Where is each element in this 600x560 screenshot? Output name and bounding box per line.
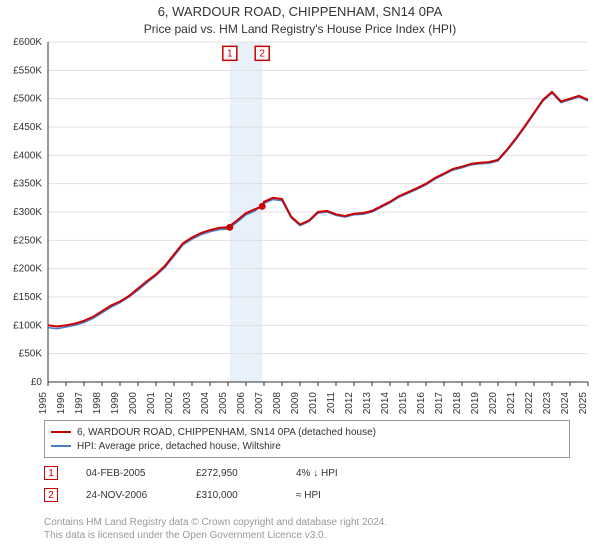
- x-tick-label: 2012: [344, 392, 355, 415]
- marker-badge-icon: 2: [44, 488, 58, 502]
- x-tick-label: 2003: [182, 392, 193, 415]
- marker-row: 2 24-NOV-2006 £310,000 ≈ HPI: [44, 484, 570, 506]
- x-tick-label: 2006: [236, 392, 247, 415]
- x-tick-label: 2009: [290, 392, 301, 415]
- footnote-line: Contains HM Land Registry data © Crown c…: [44, 516, 570, 529]
- x-tick-label: 2005: [218, 392, 229, 415]
- y-tick-label: £0: [31, 377, 43, 388]
- y-tick-label: £150K: [13, 292, 42, 303]
- x-tick-label: 2025: [578, 392, 589, 415]
- x-tick-label: 1996: [56, 392, 67, 415]
- series-line: [48, 93, 588, 329]
- y-tick-label: £250K: [13, 235, 42, 246]
- footnote: Contains HM Land Registry data © Crown c…: [44, 516, 570, 542]
- marker-dot-icon: [226, 224, 233, 231]
- x-tick-label: 2017: [434, 392, 445, 415]
- x-tick-label: 2021: [506, 392, 517, 415]
- marker-table: 1 04-FEB-2005 £272,950 4% ↓ HPI 2 24-NOV…: [44, 462, 570, 506]
- marker-row: 1 04-FEB-2005 £272,950 4% ↓ HPI: [44, 462, 570, 484]
- legend-label: 6, WARDOUR ROAD, CHIPPENHAM, SN14 0PA (d…: [77, 425, 376, 440]
- y-tick-label: £450K: [13, 122, 42, 133]
- legend-item: HPI: Average price, detached house, Wilt…: [51, 439, 563, 453]
- x-tick-label: 2018: [452, 392, 463, 415]
- legend-label: HPI: Average price, detached house, Wilt…: [77, 439, 281, 454]
- x-tick-label: 2015: [398, 392, 409, 415]
- x-tick-label: 2007: [254, 392, 265, 415]
- x-tick-label: 2023: [542, 392, 553, 415]
- marker-dot-icon: [259, 203, 266, 210]
- legend: 6, WARDOUR ROAD, CHIPPENHAM, SN14 0PA (d…: [44, 420, 570, 458]
- legend-swatch: [51, 431, 71, 433]
- x-tick-label: 1997: [74, 392, 85, 415]
- y-tick-label: £350K: [13, 179, 42, 190]
- x-tick-label: 1999: [110, 392, 121, 415]
- y-tick-label: £100K: [13, 320, 42, 331]
- x-tick-label: 2016: [416, 392, 427, 415]
- x-tick-label: 2024: [560, 392, 571, 415]
- marker-delta: ≈ HPI: [296, 490, 386, 501]
- x-tick-label: 2014: [380, 392, 391, 415]
- x-tick-label: 1998: [92, 392, 103, 415]
- footnote-line: This data is licensed under the Open Gov…: [44, 529, 570, 542]
- y-tick-label: £600K: [13, 37, 42, 48]
- x-tick-label: 2000: [128, 392, 139, 415]
- chart-subtitle: Price paid vs. HM Land Registry's House …: [0, 22, 600, 38]
- chart-title: 6, WARDOUR ROAD, CHIPPENHAM, SN14 0PA: [0, 4, 600, 21]
- x-tick-label: 2013: [362, 392, 373, 415]
- x-tick-label: 2002: [164, 392, 175, 415]
- y-tick-label: £300K: [13, 207, 42, 218]
- y-tick-label: £50K: [19, 349, 43, 360]
- marker-delta: 4% ↓ HPI: [296, 468, 386, 479]
- x-tick-label: 2004: [200, 392, 211, 415]
- x-tick-label: 2019: [470, 392, 481, 415]
- marker-date: 24-NOV-2006: [86, 490, 196, 501]
- marker-annotation-label: 1: [227, 48, 233, 59]
- marker-badge-icon: 1: [44, 466, 58, 480]
- x-tick-label: 2022: [524, 392, 535, 415]
- x-tick-label: 1995: [38, 392, 49, 415]
- marker-price: £310,000: [196, 490, 296, 501]
- legend-swatch: [51, 445, 71, 447]
- x-tick-label: 2008: [272, 392, 283, 415]
- marker-price: £272,950: [196, 468, 296, 479]
- chart-plot: £0£50K£100K£150K£200K£250K£300K£350K£400…: [48, 42, 588, 382]
- x-tick-label: 2011: [326, 392, 337, 414]
- y-tick-label: £200K: [13, 264, 42, 275]
- marker-annotation-label: 2: [259, 48, 265, 59]
- x-tick-label: 2020: [488, 392, 499, 415]
- y-tick-label: £400K: [13, 150, 42, 161]
- y-tick-label: £500K: [13, 94, 42, 105]
- x-tick-label: 2001: [146, 392, 157, 415]
- y-tick-label: £550K: [13, 65, 42, 76]
- legend-item: 6, WARDOUR ROAD, CHIPPENHAM, SN14 0PA (d…: [51, 425, 563, 439]
- marker-date: 04-FEB-2005: [86, 468, 196, 479]
- x-tick-label: 2010: [308, 392, 319, 415]
